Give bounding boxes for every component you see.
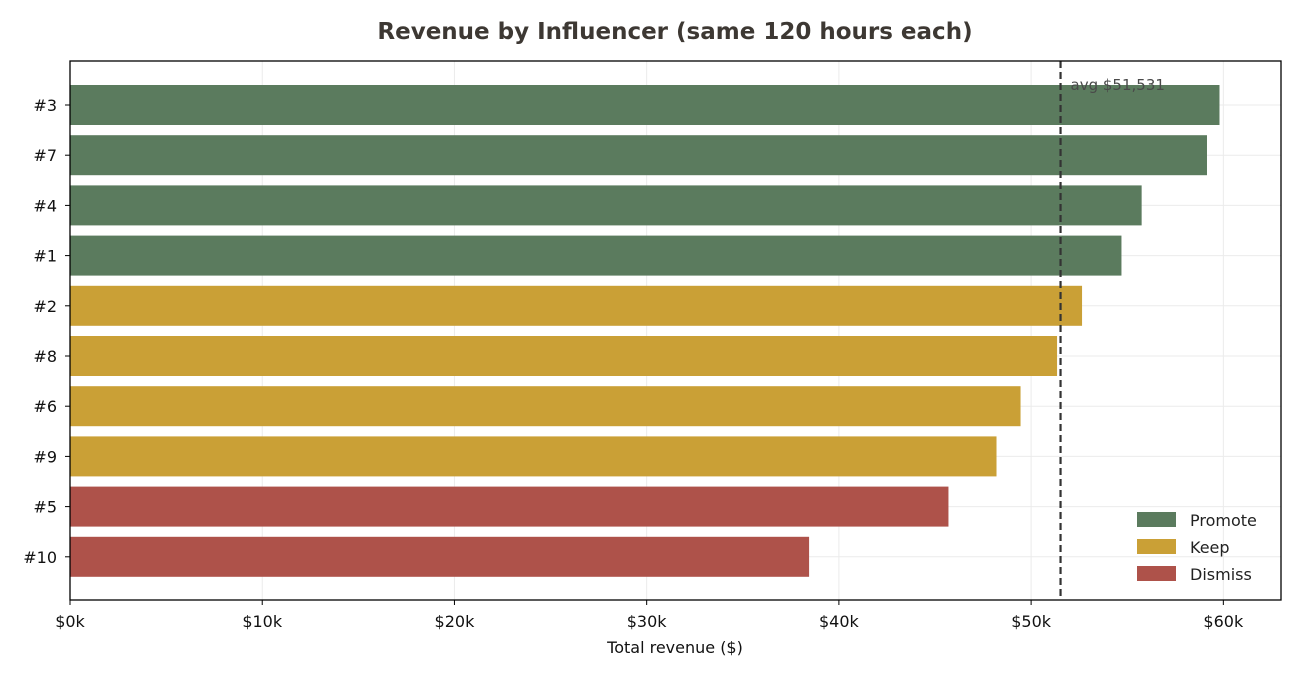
legend-swatch-promote [1137, 512, 1176, 527]
bar-influencer-8 [70, 336, 1058, 376]
legend-label-keep: Keep [1190, 538, 1230, 557]
x-tick-label: $60k [1203, 612, 1244, 631]
x-axis-ticks: $0k $10k $20k $30k $40k $50k $60k [55, 600, 1244, 631]
legend: Promote Keep Dismiss [1137, 511, 1257, 584]
y-tick-label: #8 [33, 347, 57, 366]
legend-label-dismiss: Dismiss [1190, 565, 1252, 584]
y-tick-label: #1 [33, 247, 57, 266]
x-tick-label: $40k [819, 612, 860, 631]
plot-area-frame [69, 60, 1282, 601]
y-tick-label: #7 [33, 146, 57, 165]
y-axis-ticks: #3 #7 #4 #1 #2 #8 #6 #9 #5 #10 [23, 96, 70, 567]
reference-line-layer: avg $51,531 [1059, 61, 1165, 600]
bar-influencer-1 [70, 235, 1122, 276]
y-tick-label: #2 [33, 297, 57, 316]
x-axis-label: Total revenue ($) [606, 638, 743, 657]
y-tick-label: #5 [33, 498, 57, 517]
bar-layer [70, 85, 1220, 577]
x-tick-label: $20k [435, 612, 476, 631]
bar-influencer-6 [70, 386, 1021, 427]
y-tick-label: #10 [23, 548, 57, 567]
bar-influencer-2 [70, 285, 1083, 326]
legend-label-promote: Promote [1190, 511, 1257, 530]
bar-influencer-10 [70, 536, 810, 577]
legend-swatch-dismiss [1137, 566, 1176, 581]
bar-influencer-7 [70, 135, 1207, 176]
bar-influencer-4 [70, 185, 1142, 226]
x-tick-label: $0k [55, 612, 85, 631]
chart-title: Revenue by Influencer (same 120 hours ea… [377, 19, 972, 45]
y-tick-label: #3 [33, 96, 57, 115]
y-tick-label: #6 [33, 397, 57, 416]
y-tick-label: #9 [33, 447, 57, 466]
y-tick-label: #4 [33, 196, 57, 215]
bar-influencer-3 [70, 85, 1220, 125]
legend-swatch-keep [1137, 539, 1176, 554]
x-tick-label: $30k [627, 612, 668, 631]
bar-influencer-9 [70, 436, 997, 477]
average-line-label: avg $51,531 [1071, 76, 1165, 94]
x-tick-label: $10k [242, 612, 283, 631]
bar-influencer-5 [70, 486, 949, 527]
x-tick-label: $50k [1011, 612, 1052, 631]
